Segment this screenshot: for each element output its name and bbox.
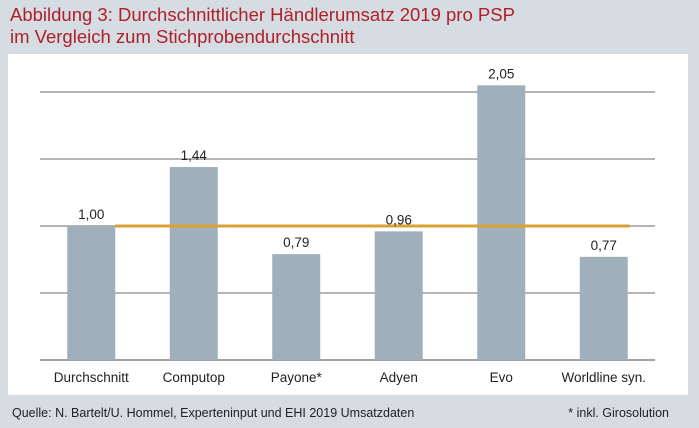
data-label: 0,77 xyxy=(591,238,617,253)
bar-adyen xyxy=(374,231,423,360)
bar-computop xyxy=(169,167,218,360)
bar-durchschnitt xyxy=(67,226,116,360)
category-label: Computop xyxy=(163,370,225,385)
category-label: Payone* xyxy=(271,370,323,385)
bar-evo xyxy=(477,85,526,361)
category-label: Evo xyxy=(490,370,513,385)
bar-worldline-syn xyxy=(579,256,628,360)
data-label: 0,79 xyxy=(283,235,309,250)
bar-chart: 1,00 1,44 0,79 0,96 2,05 0,77 Durchschnitt Comp… xyxy=(40,66,655,385)
source-note: Quelle: N. Bartelt/U. Hommel, Expertenin… xyxy=(12,406,415,420)
data-label: 1,00 xyxy=(78,207,104,222)
data-label: 2,05 xyxy=(488,66,514,81)
data-label: 0,96 xyxy=(386,212,412,227)
category-label: Durchschnitt xyxy=(54,370,129,385)
chart-panel: 1,00 1,44 0,79 0,96 2,05 0,77 Durchschnitt Comp… xyxy=(8,54,688,395)
bar-payone xyxy=(272,254,321,360)
category-label: Worldline syn. xyxy=(561,370,646,385)
category-label: Adyen xyxy=(380,370,418,385)
data-label: 1,44 xyxy=(181,148,208,163)
chart-title-line-1: Abbildung 3: Durchschnittlicher Händleru… xyxy=(10,4,515,25)
chart-title: Abbildung 3: Durchschnittlicher Händleru… xyxy=(10,4,690,48)
footnote: * inkl. Girosolution xyxy=(568,406,669,420)
chart-title-line-2: im Vergleich zum Stichprobendurchschnitt xyxy=(10,26,355,47)
